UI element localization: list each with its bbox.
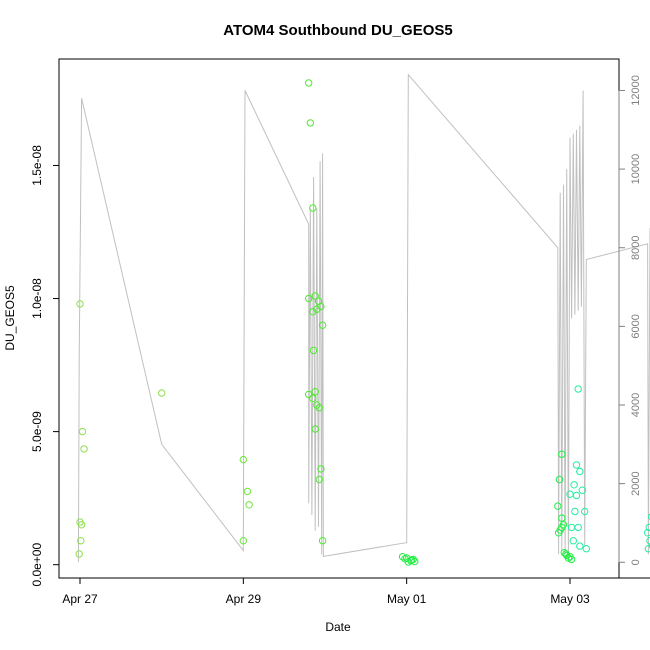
data-point: [158, 389, 166, 397]
data-point: [558, 450, 566, 458]
data-point: [645, 523, 650, 532]
data-point: [554, 502, 562, 510]
data-point: [562, 550, 570, 558]
data-point: [567, 555, 576, 564]
altitude-line: [77, 73, 650, 563]
data-point: [306, 119, 314, 127]
data-point: [398, 553, 407, 561]
data-point: [572, 461, 581, 469]
data-point: [558, 514, 566, 522]
data-point: [581, 507, 589, 516]
data-point: [318, 537, 327, 545]
data-point: [643, 529, 650, 537]
y-tick-label: 5.0e-09: [30, 411, 44, 452]
y-axis-left: 0.0e+00 5.0e-09 1.0e-08 1.5e-08: [30, 145, 60, 587]
y-right-tick-label: 2000: [630, 471, 642, 495]
data-point: [555, 475, 564, 484]
data-point: [239, 455, 248, 464]
data-point: [239, 537, 248, 545]
y-axis-right: 0 2000 4000 6000 8000 10000 12000: [618, 75, 642, 565]
data-point: [318, 321, 327, 329]
data-point: [313, 305, 321, 313]
data-point: [309, 394, 317, 402]
data-point: [78, 427, 87, 436]
data-point: [311, 388, 319, 396]
data-point: [578, 486, 586, 494]
data-point: [407, 556, 416, 564]
x-tick-label: Apr 29: [226, 592, 262, 606]
data-point: [582, 545, 590, 553]
y-axis-label: DU_GEOS5: [3, 285, 17, 351]
data-point: [570, 481, 578, 489]
x-tick-label: Apr 27: [62, 592, 98, 606]
data-point: [309, 204, 317, 212]
y-tick-label: 1.5e-08: [30, 145, 44, 186]
y-right-tick-label: 0: [630, 559, 642, 565]
data-point: [558, 523, 566, 532]
data-point: [554, 529, 563, 537]
data-point: [317, 465, 325, 473]
data-point: [648, 513, 650, 521]
y-right-tick-label: 8000: [630, 235, 642, 259]
data-point: [243, 487, 252, 496]
y-right-tick-label: 12000: [630, 75, 642, 106]
data-point: [571, 507, 579, 516]
data-point: [77, 521, 86, 529]
x-tick-label: May 01: [387, 592, 427, 606]
data-point: [309, 308, 317, 316]
data-point: [572, 491, 581, 500]
y-tick-label: 1.0e-08: [30, 278, 44, 319]
y-right-tick-label: 10000: [630, 154, 642, 185]
data-point: [315, 404, 323, 412]
data-point: [75, 550, 83, 558]
data-point: [569, 537, 577, 545]
plot-frame: [58, 58, 620, 579]
x-axis-label: Date: [325, 620, 351, 634]
data-point: [576, 542, 584, 550]
data-point: [80, 445, 88, 453]
data-point: [245, 501, 253, 509]
data-point: [309, 346, 318, 355]
data-point: [574, 385, 582, 393]
data-point: [574, 523, 582, 532]
data-point: [305, 390, 313, 399]
y-right-tick-label: 6000: [630, 314, 642, 338]
data-point: [644, 545, 650, 553]
data-point: [77, 537, 85, 545]
data-point: [576, 467, 584, 476]
data-point: [76, 300, 84, 308]
data-point: [311, 292, 319, 300]
data-point: [648, 543, 650, 549]
data-point: [567, 523, 576, 532]
x-tick-label: May 03: [550, 592, 590, 606]
plot-area: [75, 73, 650, 566]
chart-title: ATOM4 Southbound DU_GEOS5: [223, 22, 452, 39]
data-point: [311, 425, 319, 433]
data-point: [305, 79, 313, 87]
data-point: [305, 294, 313, 303]
y-right-tick-label: 4000: [630, 393, 642, 417]
data-point: [315, 475, 323, 484]
y-tick-label: 0.0e+00: [30, 543, 44, 587]
